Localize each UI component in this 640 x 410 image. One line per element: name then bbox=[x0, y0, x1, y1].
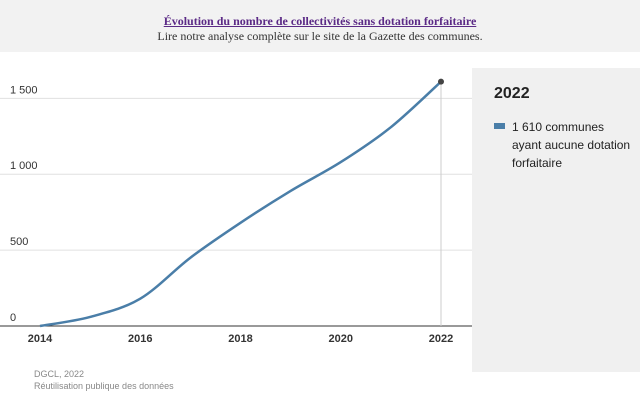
x-tick-label: 2014 bbox=[28, 333, 53, 345]
legend-swatch-icon bbox=[494, 123, 505, 129]
series-line bbox=[39, 80, 442, 328]
y-tick-label: 1 500 bbox=[10, 84, 38, 96]
y-tick-label: 500 bbox=[10, 236, 28, 248]
footer-note: Réutilisation publique des données bbox=[34, 381, 174, 391]
footer-source: DGCL, 2022 bbox=[34, 369, 85, 379]
line-chart: 0 500 1 000 1 500 2014 2016 2018 2020 2022 bbox=[0, 78, 472, 345]
highlight-point bbox=[438, 78, 444, 85]
x-tick-label: 2018 bbox=[228, 333, 252, 345]
x-tick-label: 2020 bbox=[329, 333, 353, 345]
legend-panel: 2022 1 610 communes ayant aucune dotatio… bbox=[472, 68, 640, 372]
chart-footer: DGCL, 2022 Réutilisation publique des do… bbox=[34, 368, 174, 392]
legend-year: 2022 bbox=[494, 85, 530, 102]
legend-item: 1 610 communes ayant aucune dotation for… bbox=[494, 118, 634, 172]
y-tick-label: 1 000 bbox=[10, 160, 38, 172]
chart-title-link[interactable]: Évolution du nombre de collectivités san… bbox=[163, 14, 477, 28]
y-tick-label: 0 bbox=[10, 312, 16, 324]
chart-subtitle: Lire notre analyse complète sur le site … bbox=[157, 29, 483, 43]
chart-header: Évolution du nombre de collectivités san… bbox=[0, 0, 640, 52]
x-tick-label: 2016 bbox=[128, 333, 152, 345]
legend-label: 1 610 communes ayant aucune dotation for… bbox=[512, 120, 631, 170]
x-tick-label: 2022 bbox=[429, 333, 453, 345]
